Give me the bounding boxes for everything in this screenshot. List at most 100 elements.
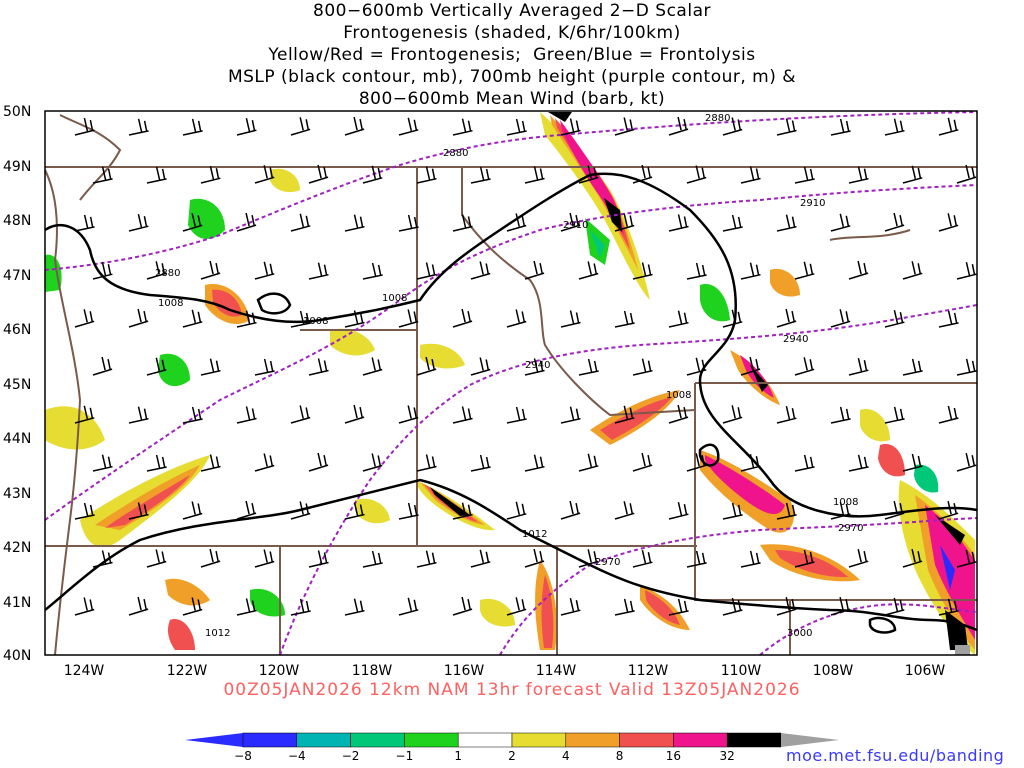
shade-orange [550, 115, 638, 270]
shade-orange [95, 465, 200, 530]
wind-barb [722, 502, 743, 520]
wind-barb [398, 502, 419, 520]
shade-yellow [540, 112, 650, 300]
wind-barb [632, 358, 653, 376]
wind-barb [560, 406, 581, 424]
wind-barb [902, 549, 923, 568]
wind-barb [182, 501, 203, 520]
colorbar-label: 32 [720, 749, 735, 763]
wind-barb [452, 118, 473, 136]
wind-barbs [74, 116, 977, 616]
wind-barb [200, 548, 221, 568]
wind-barb [848, 166, 869, 184]
wy-west-border [694, 383, 791, 655]
shade-black [604, 198, 622, 232]
wind-barb [776, 214, 797, 232]
colorbar-label: −2 [342, 749, 360, 763]
lat-label: 50N [3, 104, 31, 120]
wind-barb [794, 549, 815, 568]
credit-link[interactable]: moe.met.fsu.edu/banding [786, 746, 1005, 765]
colorbar-segment [296, 732, 351, 748]
colorbar-label: 4 [562, 749, 570, 763]
wind-barb [74, 405, 95, 424]
wind-barb [362, 165, 383, 184]
shade-orange [165, 578, 210, 606]
lat-label: 40N [3, 648, 31, 664]
wind-barb [344, 310, 365, 328]
wind-barb [470, 357, 491, 376]
shade-red [878, 444, 905, 477]
shade-red [212, 289, 242, 317]
wind-barb [344, 214, 365, 232]
height-label: 2940 [525, 360, 550, 371]
wind-barb [938, 213, 959, 232]
shade-black [750, 365, 768, 392]
map-frame [44, 110, 978, 656]
wind-barb [560, 598, 581, 616]
shade-black [935, 515, 965, 545]
wind-barb [830, 118, 851, 136]
height-contours [44, 111, 978, 656]
wind-barb [236, 118, 257, 136]
wind-barb [632, 164, 653, 184]
wind-barb [776, 118, 797, 136]
wind-barb [92, 262, 113, 280]
wind-barb [74, 597, 95, 616]
wind-barb [848, 549, 869, 568]
wind-barb [146, 357, 167, 376]
wind-barb [614, 405, 635, 424]
height-label: 3000 [787, 628, 812, 639]
wind-barb [506, 309, 527, 328]
wind-barb [686, 357, 707, 376]
colorbar-label: −1 [396, 749, 414, 763]
wind-barb [398, 214, 419, 232]
wind-barb [128, 118, 149, 136]
lat-label: 48N [3, 213, 31, 229]
colorbar-label: 16 [666, 749, 681, 763]
title-line-3: Yellow/Red = Frontogenesis; Green/Blue =… [268, 45, 756, 65]
colorbar-segment [350, 732, 405, 748]
wind-barb [740, 262, 761, 280]
wind-barb [614, 598, 635, 616]
shade-yellow [420, 343, 465, 369]
wind-barb [200, 358, 221, 376]
mslp-closed-small [868, 616, 897, 634]
colorbar-label: −8 [234, 749, 252, 763]
colorbar-end-high [781, 733, 839, 747]
wind-barb [614, 117, 635, 136]
wind-barb [236, 212, 257, 232]
wind-barb [308, 358, 329, 376]
wind-barb [506, 406, 527, 424]
wind-barb [830, 309, 851, 328]
shade-black [430, 487, 470, 516]
wind-barb [884, 310, 905, 328]
wind-barb [146, 166, 167, 184]
mslp-label: 1008 [833, 497, 858, 508]
wind-barb [452, 308, 473, 328]
lon-label: 108W [813, 663, 854, 679]
title-line-2: Frontogenesis (shaded, K/6hr/100km) [343, 23, 681, 43]
shade-teal [914, 464, 939, 493]
wind-barb [524, 548, 545, 568]
wind-barb [884, 212, 905, 232]
wind-barb [182, 213, 203, 232]
height-label: 2910 [800, 198, 825, 209]
mslp-label: 1008 [666, 390, 691, 401]
wind-barb [956, 549, 977, 568]
colorbar-label: 8 [616, 749, 624, 763]
wind-barb [524, 454, 545, 472]
wind-barb [128, 596, 149, 616]
wind-barb [560, 500, 581, 520]
plot-title: 800−600mb Vertically Averaged 2−D Scalar… [0, 0, 1024, 110]
wind-barb [938, 598, 959, 616]
wind-barb [452, 502, 473, 520]
wind-barb [632, 262, 653, 280]
wind-barb [182, 118, 203, 136]
wind-barb [470, 454, 491, 472]
wind-barb [452, 596, 473, 616]
height-label: 2880 [155, 268, 180, 279]
height-label: 2970 [595, 557, 620, 568]
wind-barb [578, 261, 599, 280]
shade-red [105, 475, 190, 528]
